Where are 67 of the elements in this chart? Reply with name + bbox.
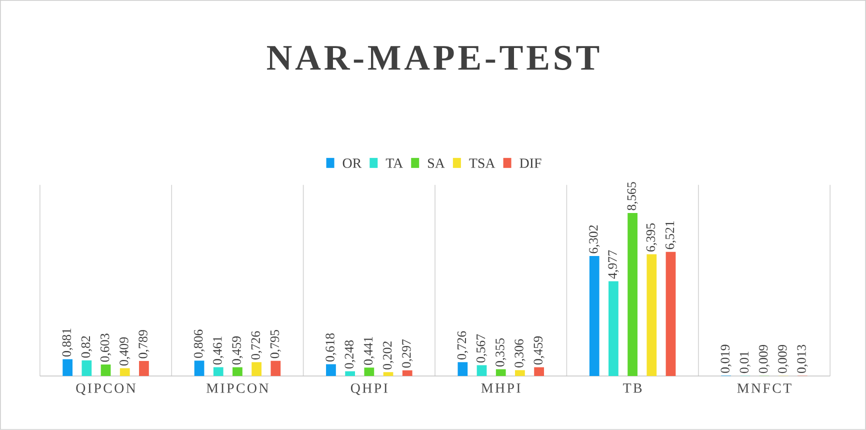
data-label: 0,789 bbox=[138, 330, 150, 358]
data-label: 0,248 bbox=[344, 340, 356, 369]
data-label: 0,459 bbox=[534, 336, 544, 365]
bar bbox=[666, 252, 676, 376]
bar bbox=[458, 362, 468, 376]
bar bbox=[515, 370, 525, 376]
bar bbox=[252, 362, 262, 376]
x-tick-label: QHPI bbox=[350, 384, 388, 396]
bar bbox=[364, 368, 374, 376]
data-label: 0,618 bbox=[326, 333, 336, 362]
x-tick-label: MHPI bbox=[481, 384, 520, 393]
legend-label: TSA bbox=[469, 158, 496, 168]
bar bbox=[120, 368, 130, 376]
legend-label: SA bbox=[428, 158, 445, 168]
bar bbox=[62, 359, 73, 376]
data-label: 0,461 bbox=[213, 336, 224, 365]
bar bbox=[496, 369, 506, 376]
data-label: 8,565 bbox=[627, 182, 638, 210]
bar bbox=[100, 364, 111, 376]
data-label: 0,306 bbox=[514, 339, 526, 368]
data-label: 6,302 bbox=[589, 225, 600, 254]
data-label: 0,202 bbox=[382, 342, 394, 370]
bar bbox=[194, 360, 204, 376]
bar bbox=[326, 364, 336, 376]
x-tick-label: QIPCON bbox=[76, 384, 136, 396]
bar bbox=[139, 361, 149, 376]
x-tick-label: MIPCON bbox=[206, 384, 268, 393]
data-label: 0,019 bbox=[720, 344, 732, 373]
bar bbox=[628, 212, 638, 376]
data-label: 0,795 bbox=[270, 330, 281, 358]
bar bbox=[646, 254, 657, 376]
data-label: 0,567 bbox=[476, 334, 488, 363]
bar bbox=[476, 365, 487, 376]
x-tick-label: TB bbox=[623, 384, 642, 393]
legend-label: TA bbox=[386, 158, 404, 168]
data-label: 0,297 bbox=[402, 339, 413, 368]
bar bbox=[213, 367, 224, 376]
bar bbox=[534, 367, 544, 376]
bar bbox=[270, 360, 281, 376]
x-tick-label: MNFCT bbox=[737, 384, 792, 393]
legend-label: OR bbox=[342, 158, 362, 168]
data-label: 0,441 bbox=[364, 337, 374, 365]
bar bbox=[383, 372, 394, 376]
data-label: 0,726 bbox=[251, 331, 262, 360]
chart-title: NAR-MAPE-TEST bbox=[267, 46, 600, 70]
data-label: 0,01 bbox=[740, 352, 750, 374]
bar bbox=[608, 281, 618, 376]
data-label: 0,806 bbox=[194, 330, 205, 358]
data-label: 6,521 bbox=[665, 221, 676, 250]
bar bbox=[402, 370, 412, 376]
data-label: 4,977 bbox=[608, 250, 619, 279]
data-label: 0,013 bbox=[797, 344, 808, 374]
legend-label: DIF bbox=[520, 158, 542, 168]
data-label: 0,009 bbox=[778, 345, 789, 374]
bar bbox=[345, 371, 356, 376]
data-label: 0,82 bbox=[81, 336, 92, 358]
bar bbox=[232, 367, 242, 376]
data-label: 0,726 bbox=[457, 331, 468, 360]
data-label: 0,881 bbox=[62, 328, 73, 357]
data-label: 0,603 bbox=[100, 334, 112, 362]
data-label: 0,355 bbox=[496, 338, 506, 367]
data-label: 0,409 bbox=[120, 337, 130, 366]
bar bbox=[82, 360, 92, 376]
data-label: 0,459 bbox=[232, 336, 243, 365]
data-label: 0,009 bbox=[758, 345, 770, 374]
data-label: 6,395 bbox=[646, 223, 657, 252]
bar bbox=[589, 256, 600, 376]
